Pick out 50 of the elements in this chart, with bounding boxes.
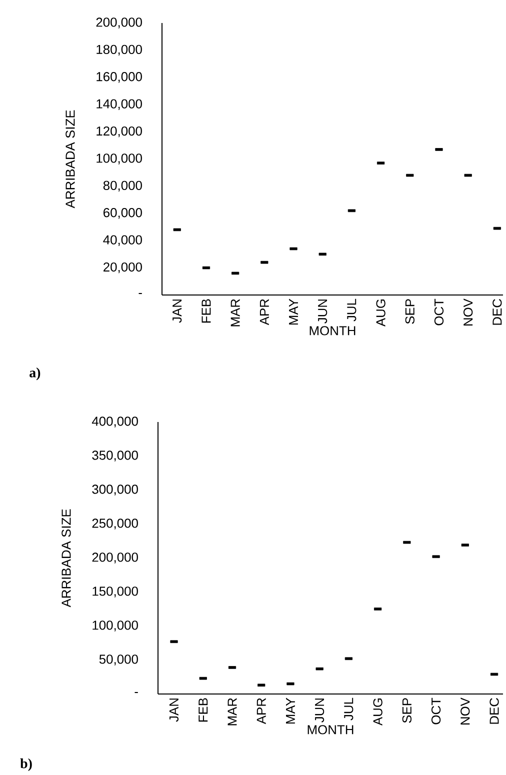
x-axis-title: MONTH [308, 725, 354, 734]
x-tick-label: JAN [172, 300, 182, 323]
x-tick-label: JUL [347, 298, 356, 322]
text: a) [30, 368, 40, 380]
y-tick-label: 80,000 [103, 180, 142, 192]
y-tick-label: 160,000 [96, 72, 142, 83]
y-tick-label: 250,000 [92, 518, 138, 530]
y-tick-label: 140,000 [96, 99, 142, 110]
y-tick-label: 350,000 [92, 450, 138, 462]
x-tick-label: JUL [344, 698, 354, 720]
y-tick-label: 120,000 [96, 126, 142, 138]
y-tick-label: 100,000 [92, 620, 138, 632]
y-tick-label: 200,000 [92, 552, 138, 564]
x-tick-label: FEB [202, 299, 211, 323]
y-tick-label: 400,000 [92, 416, 138, 428]
x-tick-label: JUN [315, 698, 324, 722]
y-tick-label: 200,000 [96, 18, 142, 28]
y-tick-label: 60,000 [104, 208, 142, 219]
y-tick-label: 180,000 [96, 44, 142, 56]
x-tick-label: AUG [376, 299, 386, 327]
y-tick-label: 40,000 [103, 235, 142, 246]
x-tick-label: AUG [373, 698, 382, 726]
x-tick-label: NOV [463, 298, 473, 326]
y-axis-title: ARRIBADA SIZE [62, 509, 71, 608]
x-tick-label: FEB [198, 698, 208, 722]
x-tick-label: APR [256, 698, 266, 724]
x-tick-label: OCT [434, 298, 444, 326]
x-tick-label: DEC [492, 299, 502, 325]
y-tick-label: - [134, 692, 138, 694]
text: b) [20, 758, 32, 772]
x-tick-label: MAR [228, 698, 237, 726]
x-tick-label: MAR [230, 299, 240, 326]
x-tick-label: MAY [289, 298, 298, 325]
x-tick-label: JUN [318, 300, 328, 324]
y-axis-title: ARRIBADA SIZE [66, 110, 75, 208]
x-axis-title: MONTH [310, 326, 356, 336]
x-tick-label: NOV [460, 698, 470, 725]
x-tick-label: DEC [490, 698, 499, 724]
y-tick-label: 50,000 [99, 654, 138, 666]
x-tick-label: OCT [431, 698, 441, 724]
y-tick-label: 150,000 [92, 586, 138, 598]
y-tick-label: 100,000 [96, 154, 142, 164]
y-tick-label: 20,000 [104, 262, 142, 274]
x-tick-label: SEP [405, 299, 414, 324]
x-tick-label: MAY [286, 698, 295, 724]
x-tick-label: JAN [170, 698, 179, 722]
x-tick-label: SEP [402, 698, 412, 723]
y-tick-label: 300,000 [92, 484, 138, 496]
y-tick-label: - [138, 293, 142, 294]
x-tick-label: APR [260, 299, 269, 326]
